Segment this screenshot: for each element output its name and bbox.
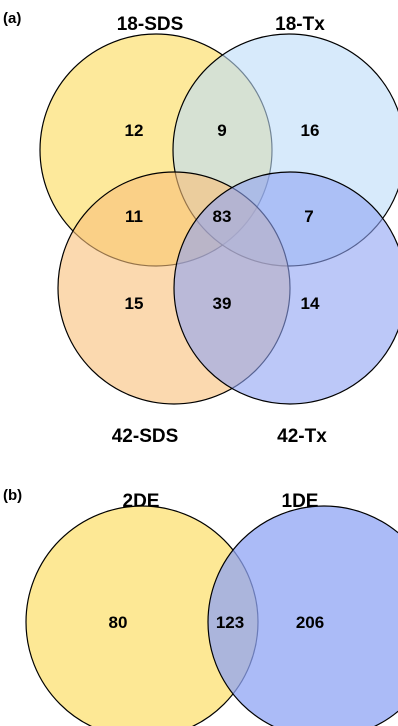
count-only-42-tx: 14: [301, 294, 320, 313]
count-only-1de: 206: [296, 613, 324, 632]
count-42-sds-42-tx: 39: [213, 294, 232, 313]
count-only-18-tx: 16: [301, 121, 320, 140]
count-only-2de: 80: [109, 613, 128, 632]
count-18-sds-18-tx: 9: [217, 121, 226, 140]
set-label-42-tx: 42-Tx: [277, 426, 327, 447]
count-18-sds-42-sds: 11: [125, 207, 143, 226]
panel-b: (b) 2DE 1DE 80 123 206: [3, 487, 398, 726]
set-label-42-sds: 42-SDS: [112, 426, 179, 447]
count-only-18-sds: 12: [125, 121, 144, 140]
panel-a-label: (a): [3, 10, 21, 27]
count-only-42-sds: 15: [125, 294, 144, 313]
set-label-18-sds: 18-SDS: [117, 14, 184, 35]
count-all-four: 83: [213, 207, 232, 226]
circle-42-tx: [173, 171, 398, 405]
count-2de-1de: 123: [216, 613, 244, 632]
panel-a: (a) 18-SDS 18-Tx 12 9 16 11 83 7 15 39 1…: [3, 10, 398, 447]
circle-1de: [207, 505, 398, 726]
panel-b-label: (b): [3, 487, 22, 504]
set-label-18-tx: 18-Tx: [275, 14, 325, 35]
count-18-tx-42-tx: 7: [304, 207, 313, 226]
